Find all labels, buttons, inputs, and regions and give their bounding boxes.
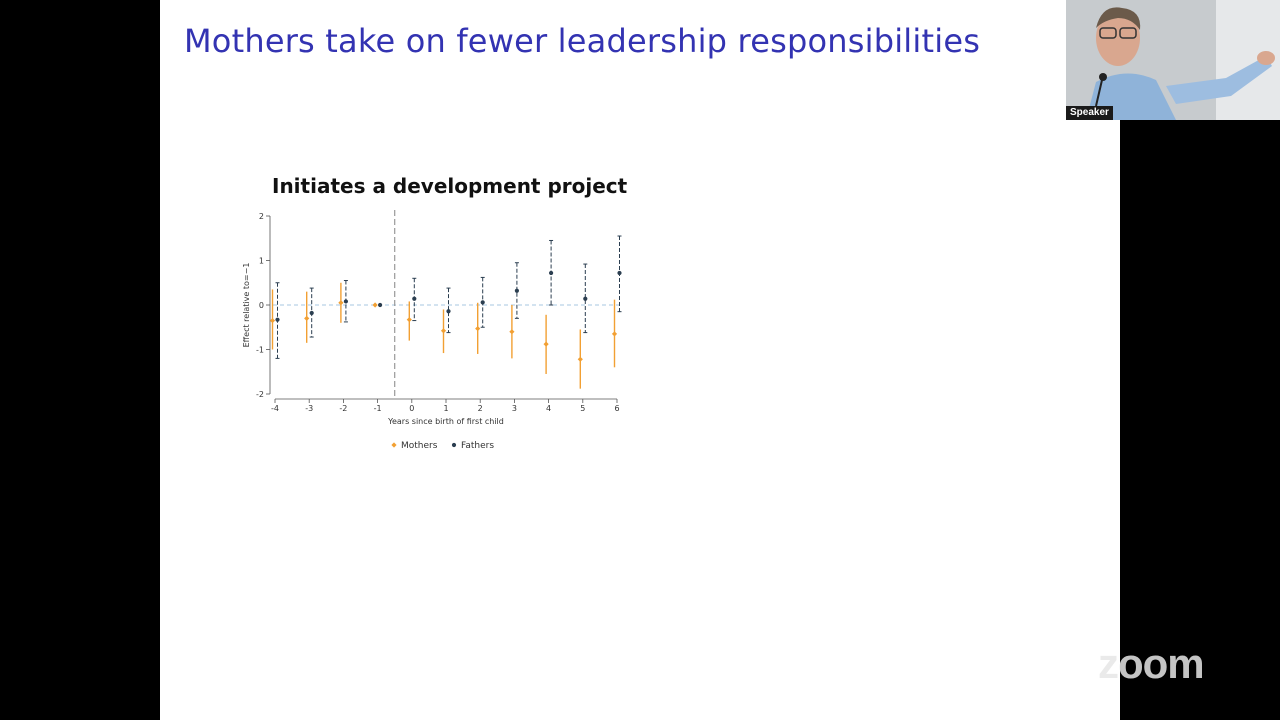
x-tick-label: 2 xyxy=(478,404,483,413)
slide-title: Mothers take on fewer leadership respons… xyxy=(184,22,981,60)
speaker-video-tile[interactable] xyxy=(1066,0,1280,120)
x-tick-label: 0 xyxy=(409,404,414,413)
data-point xyxy=(446,309,451,314)
y-tick-label: -1 xyxy=(256,346,264,355)
y-tick-label: 1 xyxy=(259,257,264,266)
x-tick-label: 1 xyxy=(443,404,448,413)
data-point xyxy=(343,299,348,304)
x-axis-label: Years since birth of first child xyxy=(387,417,504,426)
data-point xyxy=(577,356,583,362)
data-point xyxy=(583,296,588,301)
speaker-video-icon xyxy=(1066,0,1280,120)
x-tick-label: 6 xyxy=(614,404,619,413)
chart-reference-lines xyxy=(273,210,623,399)
data-point xyxy=(440,328,447,334)
data-point xyxy=(549,270,554,276)
data-point xyxy=(611,331,618,337)
data-point xyxy=(412,296,417,301)
event-study-chart: -2 -1 0 1 2 -4 -3 -2 -1 0 1 2 3 4 5 6 Years since birth … xyxy=(242,210,623,451)
series-mothers xyxy=(269,282,618,389)
chart-axes: -2 -1 0 1 2 -4 -3 -2 -1 0 1 2 3 4 5 6 Years since birth … xyxy=(242,212,620,426)
data-point xyxy=(509,329,515,335)
y-tick-label: 0 xyxy=(259,301,264,310)
x-tick-label: 3 xyxy=(512,404,517,413)
data-point xyxy=(378,302,383,308)
data-point xyxy=(372,302,378,308)
data-point xyxy=(475,325,481,332)
x-tick-label: -4 xyxy=(271,404,279,413)
legend-label-fathers: Fathers xyxy=(461,441,494,451)
chart-legend: Mothers Fathers xyxy=(391,441,494,451)
data-point xyxy=(514,288,519,293)
y-axis-label: Effect relative to=−1 xyxy=(242,263,251,348)
data-point xyxy=(480,300,485,305)
x-tick-label: -1 xyxy=(374,404,382,413)
data-point xyxy=(617,270,622,276)
chart-series xyxy=(269,235,622,389)
data-point xyxy=(269,317,276,324)
legend-marker-fathers xyxy=(451,442,457,448)
presentation-slide: Mothers take on fewer leadership respons… xyxy=(160,0,1120,720)
y-tick-label: 2 xyxy=(259,212,264,221)
data-point xyxy=(406,317,412,323)
legend-label-mothers: Mothers xyxy=(401,441,438,451)
x-tick-label: 4 xyxy=(546,404,551,413)
zoom-watermark: zoom xyxy=(1098,640,1205,687)
data-point xyxy=(309,310,314,316)
data-point xyxy=(304,315,310,321)
chart-title: Initiates a development project xyxy=(272,174,628,198)
data-point xyxy=(543,341,549,347)
data-point xyxy=(275,317,280,322)
speaker-name-label: Speaker xyxy=(1066,106,1113,120)
legend-marker-mothers xyxy=(391,442,397,448)
x-tick-label: -3 xyxy=(305,404,313,413)
series-fathers xyxy=(275,235,622,359)
y-tick-label: -2 xyxy=(256,390,264,399)
x-tick-label: 5 xyxy=(580,404,585,413)
x-tick-label: -2 xyxy=(339,404,347,413)
